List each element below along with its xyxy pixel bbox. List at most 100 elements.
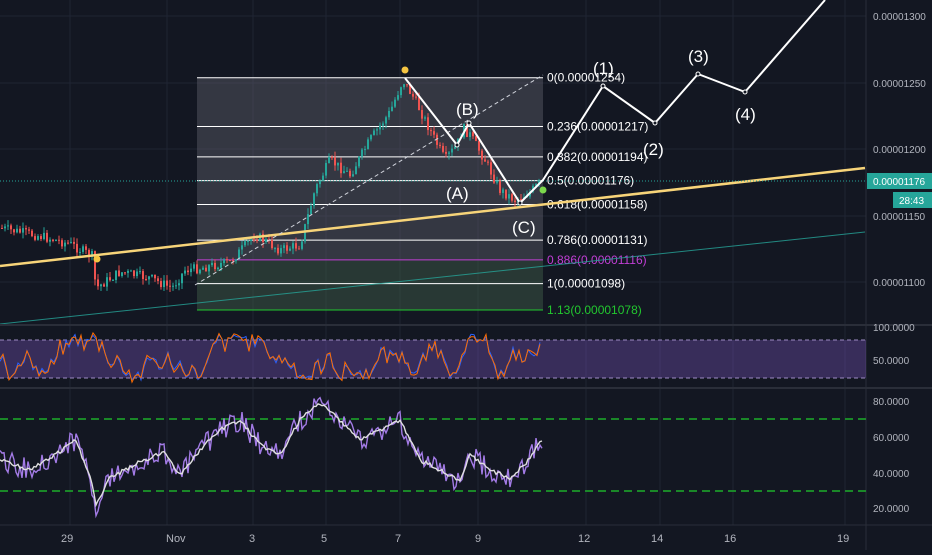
- wave-label-3: (3): [688, 47, 709, 66]
- candle-body: [31, 230, 33, 237]
- candle-body: [82, 246, 84, 252]
- candle-body: [508, 194, 510, 199]
- rsi-axis: 80.0000 60.0000 40.0000 20.0000: [873, 397, 910, 515]
- candle-body: [10, 225, 12, 230]
- candle-body: [139, 271, 141, 273]
- candle-body: [238, 249, 240, 260]
- yellow-trendline[interactable]: [0, 166, 866, 268]
- candle-body: [325, 163, 327, 176]
- stoch-tick-label: 50.0000: [873, 356, 910, 367]
- candle-body: [1, 228, 3, 229]
- elliott-wave-path[interactable]: [404, 0, 826, 205]
- price-tick-label: 0.00001250: [873, 79, 926, 90]
- stoch-tick-label: 100.0000: [873, 323, 915, 334]
- candle-body: [349, 170, 351, 177]
- stoch-axis: 100.0000 50.0000: [873, 323, 915, 367]
- candle-body: [409, 84, 411, 94]
- candle-body: [22, 228, 24, 233]
- price-tick-label: 0.00001200: [873, 145, 926, 156]
- candle-body: [172, 285, 174, 287]
- wave-label-2: (2): [643, 140, 664, 159]
- fib-level-label: 0.5(0.00001176): [547, 174, 634, 188]
- candle-body: [505, 189, 507, 199]
- bar-countdown: 28:43: [899, 196, 924, 207]
- wave-point: [652, 120, 658, 126]
- wave-point: [742, 89, 748, 95]
- candle-body: [511, 194, 513, 201]
- fib-diagonal-line[interactable]: [194, 74, 544, 286]
- candle-body: [436, 134, 438, 145]
- candle-body: [76, 243, 78, 253]
- candle-body: [472, 132, 474, 137]
- candle-body: [424, 117, 426, 119]
- candle-body: [40, 236, 42, 239]
- candle-body: [271, 239, 273, 249]
- wave-point: [454, 142, 460, 148]
- fib-level-label: 1(0.00001098): [547, 277, 625, 291]
- candle-body: [202, 267, 204, 270]
- rsi-tick-label: 20.0000: [873, 504, 910, 515]
- price-axis[interactable]: 0.00001300 0.00001250 0.00001200 0.00001…: [867, 12, 932, 289]
- candle-body: [301, 241, 303, 249]
- candle-body: [214, 262, 216, 270]
- candle-body: [199, 269, 201, 274]
- candle-body: [304, 224, 306, 242]
- candle-body: [502, 189, 504, 193]
- candle-body: [46, 232, 48, 242]
- fib-level-label: 0(0.00001254): [547, 71, 625, 85]
- candle-body: [136, 271, 138, 277]
- wave-points: [454, 71, 748, 206]
- candle-body: [205, 267, 207, 272]
- candle-body: [328, 157, 330, 164]
- candle-body: [100, 284, 102, 287]
- candle-body: [310, 205, 312, 215]
- candle-body: [7, 225, 9, 227]
- candle-body: [52, 239, 54, 241]
- candle-body: [394, 99, 396, 107]
- candle-body: [280, 248, 282, 254]
- candle-body: [67, 242, 69, 244]
- candle-body: [439, 144, 441, 146]
- fib-zone-upper: [197, 77, 543, 260]
- candle-body: [235, 259, 237, 262]
- candle-body: [166, 280, 168, 286]
- candle-body: [283, 245, 285, 249]
- rsi-tick-label: 60.0000: [873, 433, 910, 444]
- candle-body: [331, 157, 333, 159]
- candle-body: [334, 157, 336, 166]
- candle-body: [142, 271, 144, 279]
- candle-body: [91, 251, 93, 257]
- candle-body: [340, 162, 342, 174]
- candle-body: [493, 174, 495, 183]
- candle-body: [286, 245, 288, 251]
- candle-body: [187, 270, 189, 273]
- candle-body: [352, 174, 354, 177]
- fib-level-label: 0.886(0.00001116): [547, 253, 647, 267]
- candle-body: [448, 152, 450, 154]
- candle-body: [442, 145, 444, 152]
- fib-retracement[interactable]: 0(0.00001254) 0.236(0.00001217) 0.382(0.00…: [197, 71, 648, 317]
- candle-body: [61, 240, 63, 247]
- candle-body: [427, 117, 429, 131]
- candle-body: [388, 110, 390, 118]
- candle-body: [454, 146, 456, 149]
- candle-body: [226, 259, 228, 261]
- time-tick-label: 19: [837, 533, 849, 545]
- channel-trendline[interactable]: [0, 231, 866, 325]
- candle-body: [451, 148, 453, 153]
- candle-body: [343, 171, 345, 174]
- candle-body: [475, 136, 477, 141]
- candle-body: [433, 131, 435, 135]
- candle-body: [130, 270, 132, 272]
- time-axis[interactable]: 29 Nov 3 5 7 9 12 14 16 19: [61, 533, 849, 545]
- candle-body: [361, 149, 363, 157]
- time-tick-label: 16: [724, 533, 736, 545]
- candle-body: [514, 200, 516, 203]
- candle-body: [520, 199, 522, 201]
- candle-body: [190, 268, 192, 273]
- price-tick-label: 0.00001150: [873, 212, 926, 223]
- candle-body: [229, 260, 231, 262]
- candle-body: [121, 272, 123, 276]
